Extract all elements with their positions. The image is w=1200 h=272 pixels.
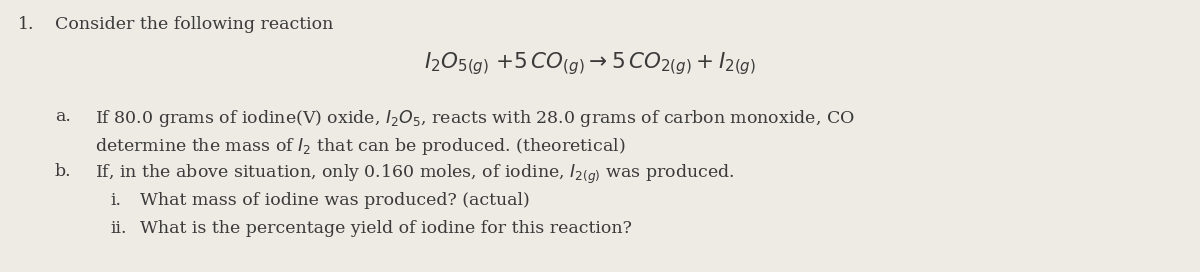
Text: determine the mass of $I_2$ that can be produced. (theoretical): determine the mass of $I_2$ that can be … bbox=[95, 136, 625, 157]
Text: If, in the above situation, only 0.160 moles, of iodine, $I_{2(g)}$ was produced: If, in the above situation, only 0.160 m… bbox=[95, 163, 734, 186]
Text: What is the percentage yield of iodine for this reaction?: What is the percentage yield of iodine f… bbox=[140, 220, 632, 237]
Text: i.: i. bbox=[110, 192, 121, 209]
Text: $I_2O_{5(g)}$ $+ 5\,CO_{(g)} \rightarrow 5\,CO_{2(g)} + I_{2(g)}$: $I_2O_{5(g)}$ $+ 5\,CO_{(g)} \rightarrow… bbox=[424, 50, 756, 77]
Text: a.: a. bbox=[55, 108, 71, 125]
Text: ii.: ii. bbox=[110, 220, 126, 237]
Text: b.: b. bbox=[55, 163, 72, 180]
Text: Consider the following reaction: Consider the following reaction bbox=[55, 16, 334, 33]
Text: 1.: 1. bbox=[18, 16, 35, 33]
Text: If 80.0 grams of iodine(V) oxide, $I_2O_5$, reacts with 28.0 grams of carbon mon: If 80.0 grams of iodine(V) oxide, $I_2O_… bbox=[95, 108, 854, 129]
Text: What mass of iodine was produced? (actual): What mass of iodine was produced? (actua… bbox=[140, 192, 529, 209]
